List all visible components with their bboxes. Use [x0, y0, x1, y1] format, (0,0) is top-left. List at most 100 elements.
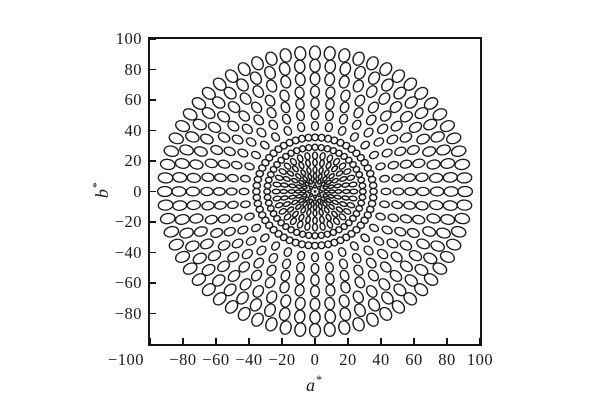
discrimination-ellipse	[239, 92, 252, 105]
discrimination-ellipse	[231, 238, 244, 249]
discrimination-ellipse	[274, 229, 283, 238]
discrimination-ellipse	[339, 61, 352, 76]
discrimination-ellipse	[308, 322, 322, 338]
discrimination-ellipse	[390, 120, 403, 132]
discrimination-ellipse	[236, 78, 249, 92]
discrimination-ellipse	[358, 188, 367, 195]
discrimination-ellipse	[429, 186, 445, 197]
discrimination-ellipse	[272, 181, 282, 188]
discrimination-ellipse	[278, 307, 291, 322]
discrimination-ellipse	[227, 120, 240, 132]
discrimination-ellipse	[295, 184, 303, 190]
discrimination-ellipse	[280, 294, 292, 308]
discrimination-ellipse	[312, 166, 318, 174]
y-tick-mark	[150, 68, 156, 71]
discrimination-ellipse	[373, 137, 385, 147]
discrimination-ellipse	[182, 108, 198, 121]
discrimination-ellipse	[189, 159, 204, 170]
discrimination-ellipse	[318, 208, 324, 217]
discrimination-ellipse	[295, 193, 303, 199]
discrimination-ellipse	[201, 172, 215, 183]
discrimination-ellipse	[317, 231, 325, 240]
discrimination-ellipse	[312, 183, 318, 189]
discrimination-ellipse	[294, 296, 306, 311]
discrimination-ellipse	[390, 251, 403, 263]
discrimination-ellipse	[224, 69, 239, 84]
y-tick-mark	[150, 129, 156, 132]
x-tick-mark	[248, 338, 250, 344]
discrimination-ellipse	[227, 100, 241, 114]
x-axis-tick-label: −40	[235, 350, 263, 369]
discrimination-ellipse	[223, 86, 237, 100]
discrimination-ellipse	[341, 195, 350, 201]
discrimination-ellipse	[391, 200, 403, 210]
discrimination-ellipse	[403, 292, 418, 306]
discrimination-ellipse	[328, 172, 336, 180]
discrimination-ellipse	[244, 162, 255, 171]
discrimination-ellipse	[309, 310, 321, 325]
discrimination-ellipse	[211, 274, 226, 287]
discrimination-ellipse	[294, 322, 307, 337]
discrimination-ellipse	[423, 97, 439, 110]
x-tick-mark	[314, 338, 316, 344]
discrimination-ellipse	[339, 101, 350, 114]
discrimination-ellipse	[286, 170, 295, 177]
discrimination-ellipse	[239, 200, 251, 209]
discrimination-ellipse	[352, 290, 365, 304]
discrimination-ellipse	[333, 183, 342, 189]
discrimination-ellipse	[296, 154, 304, 163]
discrimination-ellipse	[313, 190, 317, 193]
discrimination-ellipse	[280, 101, 291, 114]
y-axis-tick-label: 40	[124, 120, 142, 140]
discrimination-ellipse	[365, 257, 377, 269]
discrimination-ellipse	[251, 312, 264, 327]
discrimination-ellipse	[193, 226, 208, 237]
discrimination-ellipse	[264, 94, 276, 107]
discrimination-ellipse	[193, 146, 208, 157]
discrimination-ellipse	[360, 140, 371, 150]
x-tick-mark	[380, 338, 382, 344]
discrimination-ellipse	[440, 158, 456, 169]
discrimination-ellipse	[237, 225, 249, 235]
discrimination-ellipse	[368, 150, 380, 160]
discrimination-ellipse	[214, 173, 227, 183]
discrimination-ellipse	[277, 156, 286, 164]
x-axis-tick-label: 40	[372, 350, 390, 369]
discrimination-ellipse	[394, 226, 407, 237]
discrimination-ellipse	[414, 283, 429, 297]
discrimination-ellipse	[186, 172, 202, 183]
discrimination-ellipse	[227, 200, 239, 210]
discrimination-ellipse	[340, 89, 351, 102]
y-tick-mark	[150, 99, 156, 101]
y-axis-tick-label: 20	[124, 151, 142, 170]
discrimination-ellipse	[316, 179, 322, 185]
discrimination-ellipse	[375, 162, 386, 171]
discrimination-ellipse	[349, 214, 357, 222]
discrimination-ellipse	[381, 78, 394, 92]
discrimination-ellipse	[312, 209, 318, 217]
discrimination-ellipse	[191, 273, 207, 286]
y-tick-mark	[150, 282, 156, 284]
discrimination-ellipse	[210, 227, 224, 239]
discrimination-ellipse	[265, 51, 278, 66]
discrimination-ellipse	[245, 137, 257, 147]
discrimination-ellipse	[428, 172, 444, 183]
x-axis-tick-label: −80	[169, 350, 197, 369]
discrimination-ellipse	[217, 240, 231, 251]
discrimination-ellipse	[358, 193, 367, 201]
discrimination-ellipse	[319, 222, 326, 231]
discrimination-ellipse	[159, 212, 176, 225]
discrimination-ellipse	[159, 158, 176, 171]
discrimination-ellipse	[270, 241, 281, 251]
discrimination-ellipse	[342, 233, 351, 242]
discrimination-ellipse	[327, 184, 335, 190]
discrimination-ellipse	[387, 160, 400, 170]
y-tick-mark	[150, 221, 156, 223]
y-tick-mark	[150, 251, 156, 254]
discrimination-ellipse	[163, 145, 180, 158]
discrimination-ellipse	[337, 247, 347, 258]
discrimination-ellipse	[312, 172, 318, 180]
discrimination-ellipse	[440, 214, 456, 225]
discrimination-ellipse	[442, 172, 458, 183]
discrimination-ellipse	[330, 210, 339, 218]
